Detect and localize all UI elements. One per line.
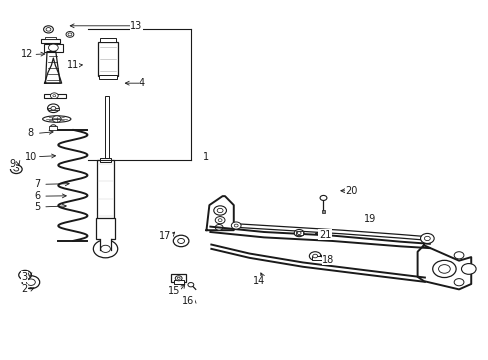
Polygon shape — [44, 58, 61, 83]
Text: 12: 12 — [21, 49, 34, 59]
Bar — [47, 108, 59, 110]
Circle shape — [47, 104, 59, 113]
Circle shape — [217, 208, 223, 213]
Circle shape — [438, 265, 449, 273]
Text: 13: 13 — [130, 21, 142, 31]
Text: 8: 8 — [28, 129, 34, 138]
Text: 19: 19 — [364, 214, 376, 224]
Circle shape — [424, 236, 429, 240]
Polygon shape — [206, 196, 233, 230]
Bar — [43, 94, 65, 98]
Circle shape — [461, 264, 475, 274]
Bar — [41, 40, 60, 43]
Text: 10: 10 — [25, 152, 37, 162]
Ellipse shape — [42, 116, 71, 122]
Bar — [96, 219, 115, 239]
Circle shape — [453, 279, 463, 286]
Bar — [100, 237, 111, 250]
Text: 2: 2 — [21, 284, 27, 294]
Circle shape — [294, 229, 304, 237]
Bar — [44, 37, 56, 40]
Bar — [97, 160, 114, 220]
Text: 9: 9 — [10, 159, 16, 169]
Circle shape — [215, 225, 223, 230]
Circle shape — [453, 252, 463, 259]
Bar — [104, 96, 109, 160]
Text: 7: 7 — [34, 179, 41, 189]
Bar — [49, 126, 57, 130]
Circle shape — [22, 273, 28, 277]
Text: 17: 17 — [159, 231, 171, 240]
Circle shape — [309, 252, 321, 260]
Circle shape — [66, 32, 74, 37]
Circle shape — [19, 270, 31, 280]
Bar — [171, 274, 185, 282]
Circle shape — [52, 116, 61, 122]
Circle shape — [231, 222, 241, 229]
Text: 4: 4 — [139, 78, 145, 88]
Circle shape — [218, 219, 222, 222]
Circle shape — [432, 260, 455, 278]
Text: 21: 21 — [318, 230, 330, 239]
Bar — [100, 158, 111, 162]
Text: 20: 20 — [345, 186, 357, 196]
Circle shape — [50, 125, 56, 129]
Circle shape — [50, 93, 58, 99]
Circle shape — [46, 28, 51, 31]
Circle shape — [43, 26, 53, 33]
Circle shape — [173, 235, 188, 247]
Circle shape — [93, 240, 118, 258]
Circle shape — [234, 224, 238, 227]
Circle shape — [26, 279, 35, 285]
Circle shape — [51, 107, 56, 110]
Text: 1: 1 — [203, 152, 209, 162]
Text: 11: 11 — [66, 60, 79, 70]
Circle shape — [175, 276, 182, 281]
Circle shape — [53, 95, 56, 97]
Circle shape — [297, 231, 301, 234]
Circle shape — [22, 276, 40, 289]
Circle shape — [213, 206, 226, 215]
Text: 14: 14 — [252, 276, 264, 286]
Text: 3: 3 — [21, 272, 27, 282]
Bar — [43, 44, 63, 51]
Circle shape — [48, 44, 58, 51]
Bar — [100, 38, 116, 42]
Text: 5: 5 — [34, 202, 41, 212]
Polygon shape — [417, 245, 470, 289]
Circle shape — [187, 283, 193, 287]
Circle shape — [101, 245, 110, 252]
Bar — [311, 256, 324, 260]
Bar — [99, 75, 117, 79]
Circle shape — [420, 233, 433, 243]
Circle shape — [10, 165, 22, 174]
Polygon shape — [45, 51, 60, 83]
Bar — [322, 210, 325, 213]
Circle shape — [14, 167, 19, 171]
Circle shape — [177, 238, 184, 243]
Circle shape — [312, 254, 317, 258]
Bar — [173, 280, 183, 284]
Bar — [98, 42, 118, 76]
Text: 15: 15 — [167, 286, 180, 296]
Circle shape — [177, 277, 180, 279]
Text: 6: 6 — [34, 191, 40, 201]
Circle shape — [320, 195, 326, 201]
Text: 18: 18 — [322, 255, 334, 265]
Circle shape — [68, 33, 72, 36]
Circle shape — [215, 217, 224, 224]
Bar — [295, 231, 303, 235]
Text: 16: 16 — [182, 296, 194, 306]
